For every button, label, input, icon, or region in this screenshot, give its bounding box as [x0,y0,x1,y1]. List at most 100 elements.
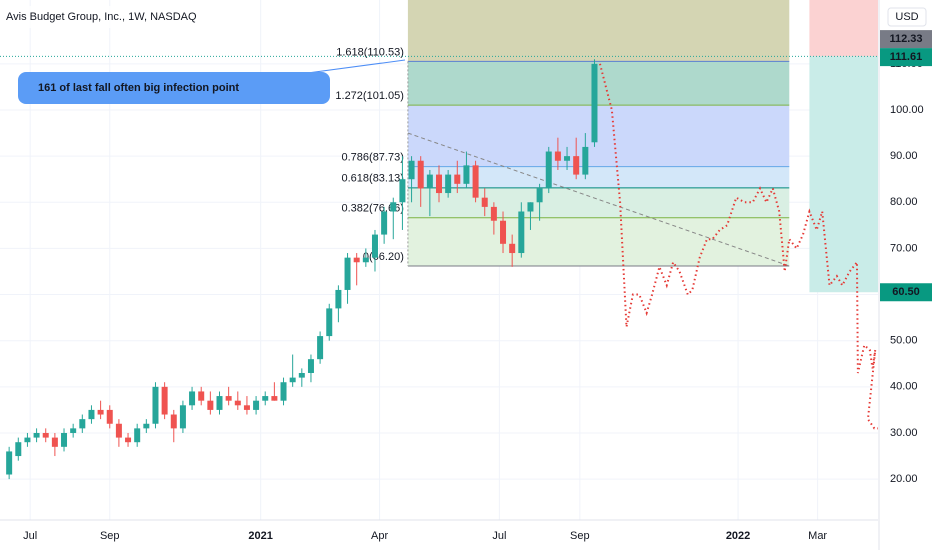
callout-pointer [299,59,406,75]
candle-body [518,211,525,254]
fib-top-zone [407,0,790,62]
candle-body [216,396,223,410]
candle-body [307,359,314,373]
position-target-zone [809,56,878,293]
price-label-box [880,30,932,49]
candle-body [426,174,433,189]
candle-body [371,234,378,258]
y-tick-label: 100.00 [890,104,924,116]
candle-body [234,400,241,406]
candle-body [51,437,58,447]
candle-body [70,428,77,433]
y-tick-label: 30.00 [890,427,918,439]
candle-body [33,432,40,438]
candle-body [125,437,132,443]
position-stop-zone [809,0,878,57]
price-label-box [880,48,932,67]
y-tick-label: 80.00 [890,196,918,208]
fib-label: 0(66.20) [363,251,404,263]
fib-zone [407,61,790,106]
x-tick-label: Jul [23,530,37,542]
candle-body [253,400,260,410]
candle-body [353,257,360,263]
candle-body [564,156,571,161]
candle-body [179,405,186,429]
candle-body [481,197,488,207]
x-tick-label: Sep [570,530,590,542]
x-tick-label: Apr [371,530,388,542]
candle-body [280,382,287,401]
candle-body [88,409,95,420]
candle-body [536,188,543,203]
candle-body [170,414,177,429]
candle-body [362,257,369,263]
candle-body [573,156,580,175]
candle-body [97,409,104,415]
candle-body [472,165,479,198]
x-tick-label: Mar [808,530,827,542]
candle-body [207,400,214,410]
x-tick-label: Jul [492,530,506,542]
price-label: 60.50 [892,286,920,298]
candle-body [225,396,232,401]
price-label-box [880,283,932,302]
candle-body [24,437,31,443]
x-tick-label: 2022 [726,530,750,542]
candle-body [399,179,406,203]
candle-body [289,377,296,383]
fib-label: 1.618(110.53) [336,46,404,58]
y-tick-label: 90.00 [890,150,918,162]
fib-label: 0.786(87.73) [342,152,404,164]
fib-label: 1.272(101.05) [335,90,404,102]
candle-body [545,151,552,189]
candle-body [189,391,196,406]
currency-label: USD [895,11,918,23]
fib-label: 0.618(83.13) [342,173,404,185]
candle-body [408,160,415,180]
candle-body [326,308,333,337]
candle-body [298,372,305,378]
callout-text: 161 of last fall often big infection poi… [38,82,239,94]
callout-box [18,72,330,104]
candle-body [15,442,22,457]
y-tick-label: 50.00 [890,335,918,347]
candle-body [6,451,13,475]
candle-body [463,165,470,184]
x-tick-label: Sep [100,530,120,542]
candle-body [390,202,397,212]
candle-body [143,423,150,429]
y-tick-label: 20.00 [890,473,918,485]
title-bg [0,6,230,28]
candle-body [527,202,534,212]
candle-body [198,391,205,401]
trendline [407,132,790,267]
candle-body [262,396,269,401]
candle-body [161,386,168,415]
x-tick-label: 2021 [248,530,272,542]
candle-body [509,243,516,254]
y-tick-label: 70.00 [890,242,918,254]
candle-body [445,174,452,194]
currency-box [887,7,927,27]
candle-body [417,160,424,189]
candle-body [436,174,442,194]
price-label: 112.33 [889,33,922,45]
candle-body [554,151,561,161]
price-label: 111.61 [890,51,922,63]
candle-body [106,409,113,424]
candle-body [61,432,68,447]
candle-body [271,396,278,401]
y-tick-label: 40.00 [890,381,918,393]
candle-body [335,289,342,309]
fib-zone [407,217,790,266]
candle-body [317,336,324,360]
candle-body [591,63,598,143]
candle-body [152,386,159,424]
fib-zone [407,105,790,167]
fib-zone [407,166,790,188]
candle-body [42,432,49,438]
fib-zone [407,187,790,218]
candle-body [490,206,497,221]
candle-body [344,257,351,290]
